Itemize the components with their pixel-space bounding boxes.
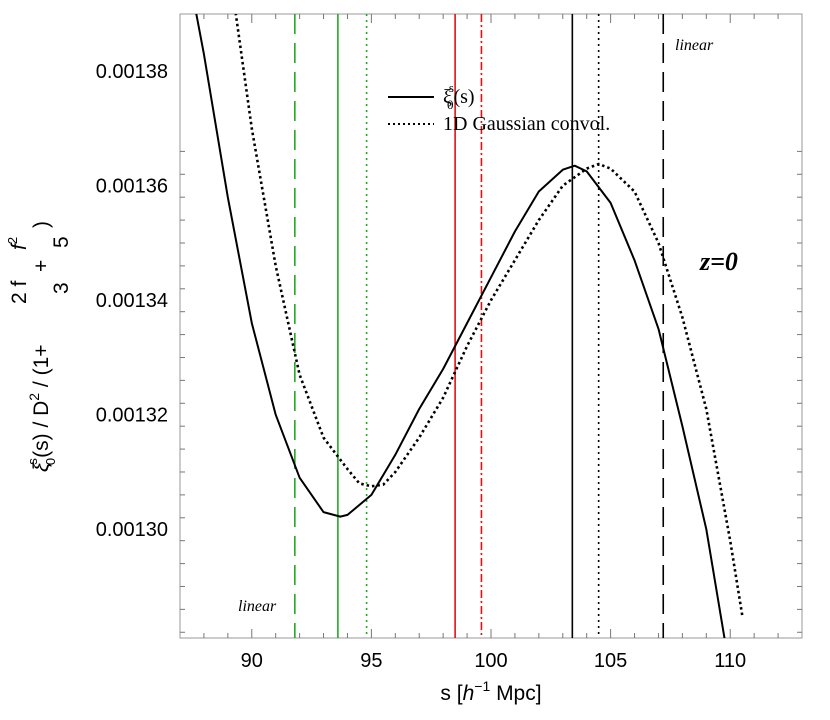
svg-text:): ) [30,221,53,228]
legend-label-xi: ξs 0(s) [443,80,475,112]
x-axis-ticks: 90 95 100 105 110 [203,14,779,672]
svg-text:5: 5 [50,236,73,248]
y-tick-label: 0.00136 [96,176,168,198]
vertical-lines [294,14,665,638]
annotation-linear-right: linear [675,37,714,54]
series-line-0 [195,14,726,638]
legend: ξs 0(s) 1D Gaussian convol. [388,80,610,135]
svg-text:+: + [30,260,53,272]
curves [195,14,744,638]
y-axis-title: ξs 0(s) / D2 / (1+ 2 f 3 + f2 5 ) [5,221,73,472]
svg-text:2 f: 2 f [8,280,31,304]
x-tick-label: 100 [474,650,507,672]
x-axis-title: s [h−1 Mpc] [440,678,541,705]
annotation-linear-left: linear [238,598,277,615]
series-line-1 [234,14,744,616]
svg-text:ξs0(s) / D2 / (1+: ξs 0(s) / D2 / (1+ [25,344,58,472]
x-tick-label: 105 [594,650,627,672]
svg-text:f2: f2 [5,237,31,250]
y-axis-ticks: 0.00130 0.00132 0.00134 0.00136 0.00138 [96,61,802,633]
y-tick-label: 0.00132 [96,405,168,427]
y-tick-label: 0.00134 [96,290,168,312]
y-tick-label: 0.00130 [96,519,168,541]
y-tick-label: 0.00138 [96,61,168,83]
legend-label-gaussian: 1D Gaussian convol. [443,113,610,135]
x-tick-label: 110 [714,650,746,672]
annotation-redshift: z=0 [699,247,738,276]
x-tick-label: 95 [360,650,382,672]
x-tick-label: 90 [241,650,263,672]
svg-text:3: 3 [50,282,73,294]
